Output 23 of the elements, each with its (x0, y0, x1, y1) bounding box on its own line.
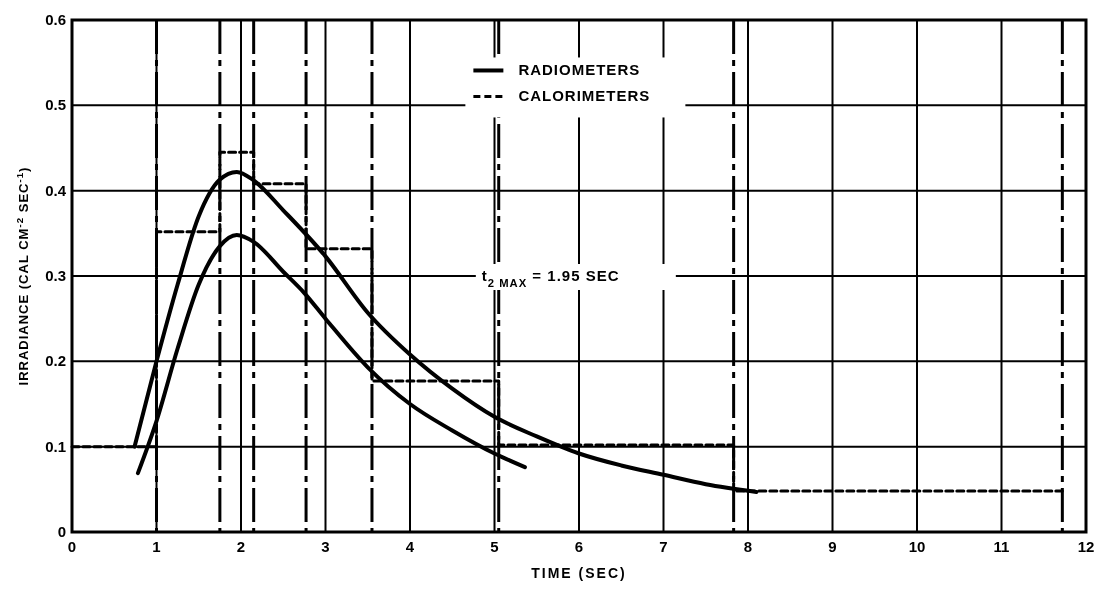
x-tick-label: 10 (908, 538, 926, 555)
x-tick-label: 5 (490, 538, 499, 555)
x-tick-label: 9 (828, 538, 837, 555)
y-tick-label: 0.5 (45, 96, 66, 114)
x-axis-title: TIME (SEC) (531, 565, 627, 581)
legend-label: RADIOMETERS (518, 61, 641, 79)
x-tick-label: 4 (405, 538, 415, 555)
x-tick-label: 2 (236, 538, 246, 555)
y-tick-label: 0.1 (45, 437, 66, 455)
x-tick-label: 12 (1077, 538, 1095, 555)
x-tick-label: 7 (659, 538, 668, 555)
x-tick-label: 6 (574, 538, 584, 555)
y-tick-label: 0.3 (45, 267, 66, 284)
x-tick-label: 8 (743, 538, 753, 555)
x-tick-label: 11 (993, 538, 1010, 555)
y-tick-label: 0.2 (45, 352, 66, 370)
x-tick-label: 1 (152, 538, 161, 555)
y-tick-label: 0.6 (45, 11, 66, 28)
y-tick-label: 0 (57, 523, 66, 540)
legend-label: CALORIMETERS (518, 87, 651, 105)
annotation: t$_{2 MAX}$ = 1.95 SEC (481, 267, 620, 289)
y-tick-label: 0.4 (45, 181, 67, 199)
x-tick-label: 3 (321, 538, 330, 555)
